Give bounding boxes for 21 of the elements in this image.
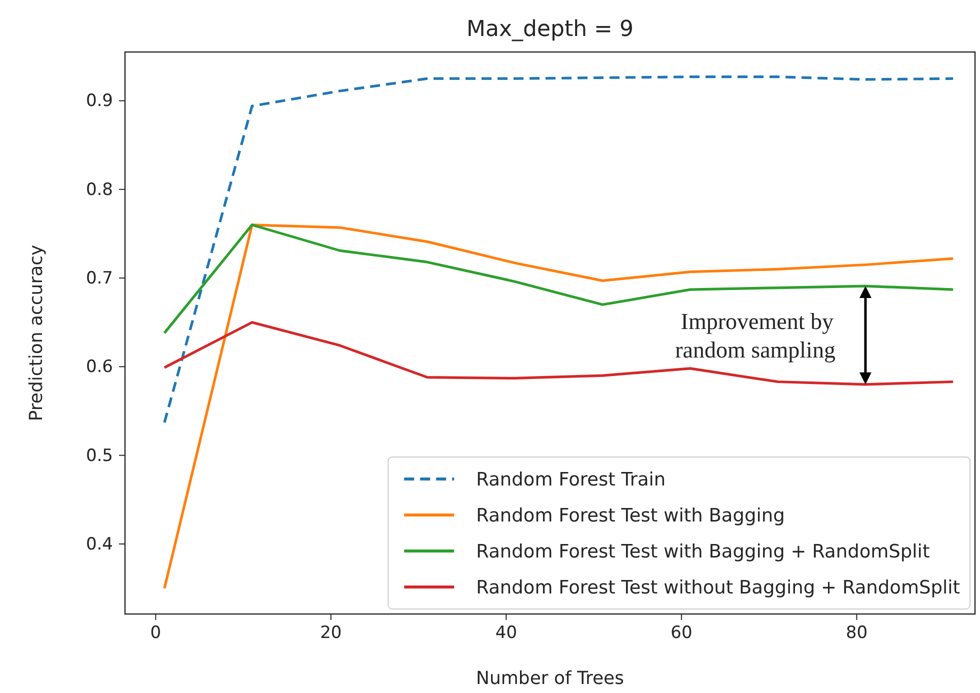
x-tick-label: 60 [670,623,692,644]
line-series [163,76,954,424]
legend-label: Random Forest Test with Bagging [476,505,785,526]
chart-title: Max_depth = 9 [466,17,634,42]
legend-label: Random Forest Test with Bagging + RandomSplit [476,541,930,562]
line-series [163,224,954,334]
x-axis-title: Number of Trees [476,668,624,689]
annotation: Improvement by random sampling [675,308,836,363]
legend-label: Random Forest Test without Bagging + RandomSplit [476,577,960,598]
x-tick-label: 40 [495,623,518,644]
legend-label: Random Forest Train [476,469,666,490]
x-tick-label: 80 [846,623,868,644]
y-tick-label: 0.6 [86,357,113,378]
y-tick-label: 0.8 [86,180,113,200]
y-tick-label: 0.9 [86,91,113,112]
y-axis-title: Prediction accuracy [26,244,47,422]
y-tick-label: 0.5 [86,446,113,466]
y-tick-label: 0.7 [86,268,113,288]
x-tick-label: 20 [320,623,342,644]
x-tick-label: 0 [150,623,162,644]
y-tick-label: 0.4 [86,534,113,554]
